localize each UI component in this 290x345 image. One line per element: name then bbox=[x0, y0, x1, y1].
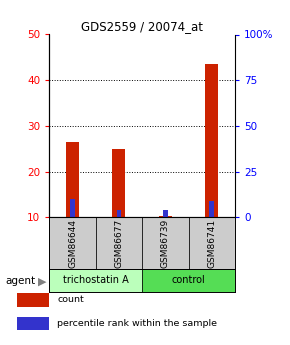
Bar bbox=[159, 216, 172, 217]
Bar bbox=[49, 269, 142, 292]
Bar bbox=[17, 317, 49, 331]
Bar bbox=[96, 217, 142, 269]
Bar bbox=[70, 199, 75, 217]
Text: count: count bbox=[57, 295, 84, 304]
Title: GDS2559 / 20074_at: GDS2559 / 20074_at bbox=[81, 20, 203, 33]
Text: GSM86739: GSM86739 bbox=[161, 219, 170, 268]
Bar bbox=[117, 210, 121, 217]
Bar bbox=[209, 201, 214, 217]
Text: GSM86644: GSM86644 bbox=[68, 219, 77, 268]
Bar bbox=[17, 293, 49, 307]
Bar bbox=[113, 149, 125, 217]
Text: control: control bbox=[172, 275, 205, 285]
Text: percentile rank within the sample: percentile rank within the sample bbox=[57, 319, 217, 328]
Text: ▶: ▶ bbox=[38, 276, 46, 286]
Bar bbox=[188, 217, 235, 269]
Bar bbox=[49, 217, 96, 269]
Bar bbox=[142, 269, 235, 292]
Bar bbox=[142, 217, 188, 269]
Bar bbox=[205, 64, 218, 217]
Text: GSM86677: GSM86677 bbox=[114, 219, 124, 268]
Text: agent: agent bbox=[6, 276, 36, 286]
Bar bbox=[163, 210, 168, 217]
Bar bbox=[66, 142, 79, 217]
Text: GSM86741: GSM86741 bbox=[207, 219, 216, 268]
Text: trichostatin A: trichostatin A bbox=[63, 275, 128, 285]
